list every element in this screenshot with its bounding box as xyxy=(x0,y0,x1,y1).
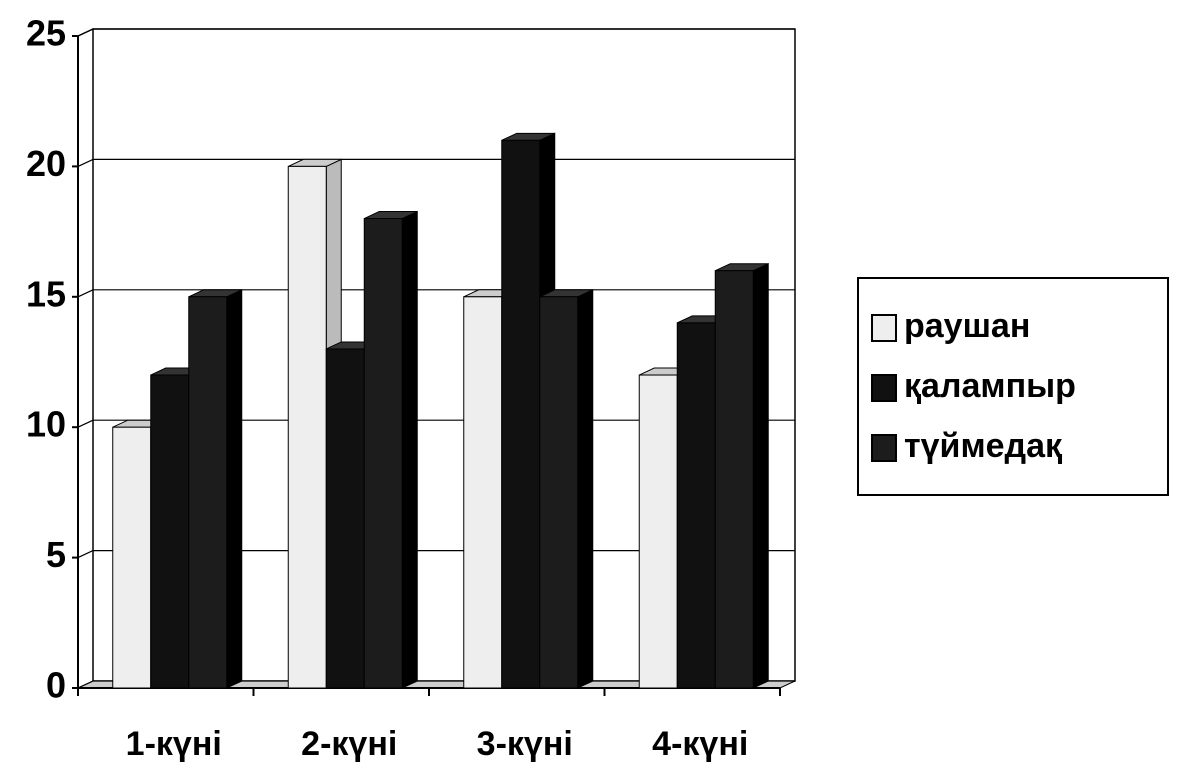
bar xyxy=(539,296,579,689)
y-tick-label: 25 xyxy=(26,13,66,54)
grid-line-side xyxy=(77,550,94,559)
bar xyxy=(287,165,327,689)
bar xyxy=(638,374,678,689)
bar-side xyxy=(752,262,769,689)
bar xyxy=(112,426,152,689)
grid-line-side xyxy=(77,680,94,689)
bar-side xyxy=(226,289,243,689)
bar-side xyxy=(401,210,418,689)
bar xyxy=(188,296,228,689)
bar xyxy=(676,322,716,689)
legend-label: қалампыр xyxy=(904,367,1076,405)
bar xyxy=(150,374,190,689)
bar xyxy=(463,296,503,689)
legend-swatch xyxy=(871,314,897,342)
bar-side xyxy=(577,289,594,689)
legend-swatch xyxy=(871,434,897,462)
y-tick-label: 5 xyxy=(46,534,66,575)
bar xyxy=(714,270,754,689)
grid-line-side xyxy=(77,289,94,298)
x-tick-label: 1-күні xyxy=(126,725,222,763)
grid-line-side xyxy=(77,28,94,37)
bar xyxy=(363,218,403,689)
bar xyxy=(501,139,541,689)
x-tick-label: 2-күні xyxy=(301,725,397,763)
grid-line-side xyxy=(77,158,94,167)
legend-label: раушан xyxy=(904,307,1030,345)
legend-swatch xyxy=(871,374,897,402)
y-tick-label: 20 xyxy=(26,143,66,184)
legend-box xyxy=(857,277,1169,496)
y-tick-label: 0 xyxy=(46,665,66,706)
y-tick-label: 10 xyxy=(26,404,66,445)
y-tick-label: 15 xyxy=(26,273,66,314)
grid-line-side xyxy=(77,419,94,428)
legend-label: түймедақ xyxy=(904,427,1063,465)
x-tick-label: 3-күні xyxy=(477,725,573,763)
x-tick-label: 4-күні xyxy=(652,725,748,763)
bar xyxy=(325,348,365,689)
